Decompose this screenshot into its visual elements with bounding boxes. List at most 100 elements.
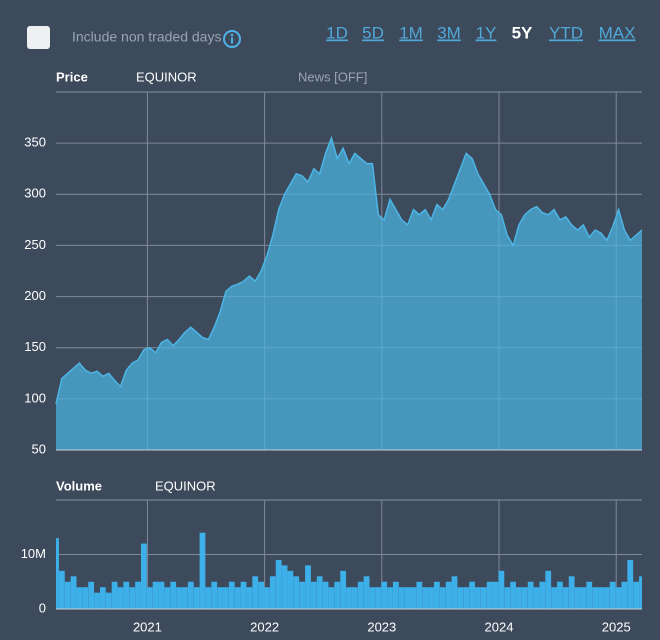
y-tick-label: 350 [24, 135, 46, 150]
volume-bar [562, 587, 569, 609]
y-tick-label: 150 [24, 339, 46, 354]
y-tick-label: 300 [24, 186, 46, 201]
volume-bar [445, 581, 452, 609]
volume-bar [228, 581, 235, 609]
range-button[interactable]: 1D [326, 23, 348, 42]
volume-bar [615, 587, 622, 609]
volume-bar [416, 581, 423, 609]
volume-bar [76, 587, 83, 609]
volume-bar [152, 581, 159, 609]
volume-bar [551, 587, 558, 609]
volume-bar [439, 587, 446, 609]
x-tick-label: 2024 [485, 619, 514, 634]
volume-bar [193, 587, 200, 609]
volume-bar [422, 587, 429, 609]
y-tick-label: 250 [24, 237, 46, 252]
volume-bar [498, 570, 505, 609]
volume-bar [182, 587, 188, 609]
volume-bar [199, 532, 206, 609]
volume-bar [94, 592, 100, 609]
volume-bar [469, 581, 475, 609]
volume-bar [504, 587, 511, 609]
volume-bar [557, 581, 563, 609]
volume-bar [88, 581, 95, 609]
checkbox[interactable] [27, 26, 50, 49]
price-line [55, 135, 643, 405]
volume-bar [334, 581, 341, 609]
volume-bar [351, 587, 358, 609]
volume-bar [375, 587, 382, 609]
volume-bar [392, 581, 399, 609]
volume-bar [545, 570, 552, 609]
volume-bar [574, 587, 581, 609]
range-button[interactable]: 1M [399, 23, 423, 42]
range-button[interactable]: 1Y [476, 23, 497, 42]
volume-bar [381, 581, 388, 609]
volume-bar [158, 581, 165, 609]
price-series-name: EQUINOR [136, 69, 197, 84]
volume-bar [603, 587, 610, 609]
volume-bar [105, 592, 112, 609]
volume-bar [64, 581, 71, 609]
x-tick-label: 2025 [602, 619, 631, 634]
range-button[interactable]: 3M [437, 23, 461, 42]
y-tick-label: 200 [24, 288, 46, 303]
volume-bar [299, 581, 306, 609]
volume-bar [146, 587, 153, 609]
volume-bar [99, 587, 106, 609]
y-tick-label: 50 [32, 441, 46, 456]
volume-bar [357, 581, 364, 609]
range-button[interactable]: YTD [549, 23, 583, 42]
volume-bar [217, 587, 223, 609]
range-button[interactable]: 5D [362, 23, 384, 42]
volume-bar [609, 581, 616, 609]
y-tick-label: 0 [39, 600, 46, 615]
volume-bar [369, 587, 376, 609]
volume-title: Volume [56, 478, 102, 493]
price-area [56, 138, 642, 450]
range-buttons: 1D 5D 1M 3M 1Y 5Y YTD MAX [326, 23, 635, 42]
volume-bar [223, 587, 229, 609]
info-icon[interactable] [223, 30, 241, 48]
volume-bar [205, 587, 212, 609]
volume-bar [187, 581, 194, 609]
info-circle [223, 30, 241, 48]
volume-bar [310, 581, 317, 609]
volume-bar [123, 581, 130, 609]
volume-bar [269, 576, 276, 609]
volume-bar [463, 587, 470, 609]
volume-bar [633, 581, 640, 609]
volume-bar [451, 576, 458, 609]
volume-bar [140, 543, 147, 609]
volume-bar [264, 587, 270, 609]
volume-bar [316, 576, 323, 609]
volume-bar [258, 581, 265, 609]
volume-bar [539, 581, 546, 609]
volume-bar [328, 587, 335, 609]
volume-bar [129, 587, 136, 609]
volume-bar [586, 581, 593, 609]
range-button[interactable]: MAX [599, 23, 636, 42]
range-button[interactable]: 5Y [512, 23, 533, 42]
volume-bar [246, 587, 253, 609]
news-toggle[interactable]: News [OFF] [298, 69, 367, 84]
volume-bar [457, 587, 464, 609]
volume-bar [211, 581, 218, 609]
volume-bar [322, 581, 329, 609]
volume-bar [486, 581, 493, 609]
volume-bar [475, 587, 481, 609]
checkbox-label: Include non traded days [72, 29, 221, 45]
volume-bar [305, 565, 311, 609]
volume-bar [433, 581, 440, 609]
volume-bar [598, 587, 604, 609]
volume-bar [580, 587, 587, 609]
volume-bar [281, 565, 288, 609]
info-dot [230, 33, 234, 37]
plots: 50 100 150 200 250 300 350 0 10M 2021 2022 2023 2024… [21, 91, 643, 634]
info-bar [231, 37, 233, 44]
volume-series-name: EQUINOR [155, 478, 216, 493]
volume-bar [170, 581, 177, 609]
volume-bar [111, 581, 118, 609]
volume-bar [58, 570, 65, 609]
volume-bar [510, 581, 516, 609]
